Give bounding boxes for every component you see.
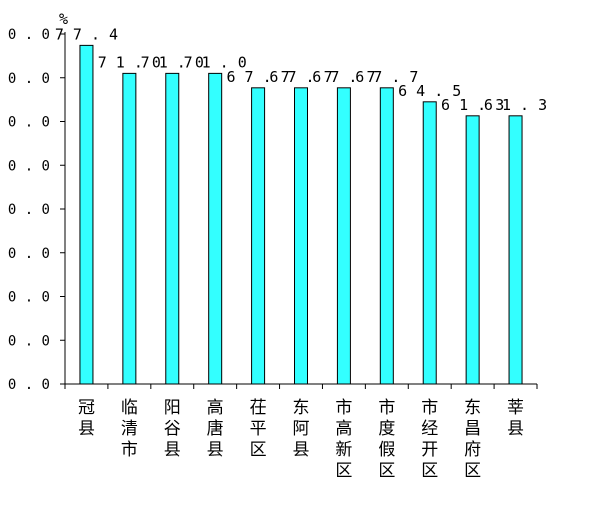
bar [122,72,137,385]
data-label: 7 1 . 0 [184,53,247,71]
bar [208,72,223,385]
unit-label: % [59,10,68,28]
y-tick-label: 7 0 . 0 [0,71,50,87]
category-label: 临清市 [121,398,138,460]
category-label: 市高新区 [335,398,352,481]
bar [465,115,480,385]
data-label: 7 1 . 0 [141,53,204,71]
data-label: 7 7 . 4 [55,25,118,43]
category-labels: 冠县 临清市 阳谷县 高唐县 茌平区 东阿县 市高新区 市度假区 市经开区 东昌府区 莘县 [78,398,524,481]
data-label: 6 7 . 7 [269,68,332,86]
bar [508,115,523,385]
data-label: 6 7 . 7 [226,68,289,86]
category-label: 莘县 [507,398,524,439]
data-label: 6 1 . 3 [441,96,504,114]
category-label: 高唐县 [207,398,224,460]
category-label: 东阿县 [293,398,310,460]
bar [379,87,394,385]
y-axis-ticks: 0 . 0 1 0 . 0 2 0 . 0 3 0 . 0 4 0 . 0 5 0 . 0… [0,27,65,393]
bar [79,44,94,385]
y-tick-label: 3 0 . 0 [0,246,50,262]
data-label: 6 7 . 7 [355,68,418,86]
axes [64,32,538,389]
category-label: 冠县 [78,398,95,439]
y-tick-label: 5 0 . 0 [0,158,50,174]
y-tick-label: 2 0 . 0 [0,290,50,306]
category-label: 市经开区 [421,398,438,481]
y-tick-label: 8 0 . 0 [0,27,50,43]
data-label: 7 1 . 0 [98,53,161,71]
data-label: 6 7 . 7 [312,68,375,86]
y-tick-label: 4 0 . 0 [0,202,50,218]
category-label: 市度假区 [378,398,395,481]
category-label: 东昌府区 [464,398,481,481]
category-label: 茌平区 [250,398,267,460]
data-labels: 7 7 . 47 1 . 07 1 . 07 1 . 06 7 . 76 7 .… [55,25,547,113]
bar [165,72,180,385]
bar [336,87,351,385]
y-tick-label: 1 0 . 0 [0,333,50,349]
bar [251,87,266,385]
category-label: 阳谷县 [164,398,181,460]
data-label: 6 4 . 5 [398,82,461,100]
y-tick-label: 0 . 0 [8,377,50,393]
data-label: 6 1 . 3 [484,96,547,114]
bar [294,87,308,385]
bars [79,44,523,385]
bar [422,101,437,385]
y-tick-label: 6 0 . 0 [0,115,50,131]
